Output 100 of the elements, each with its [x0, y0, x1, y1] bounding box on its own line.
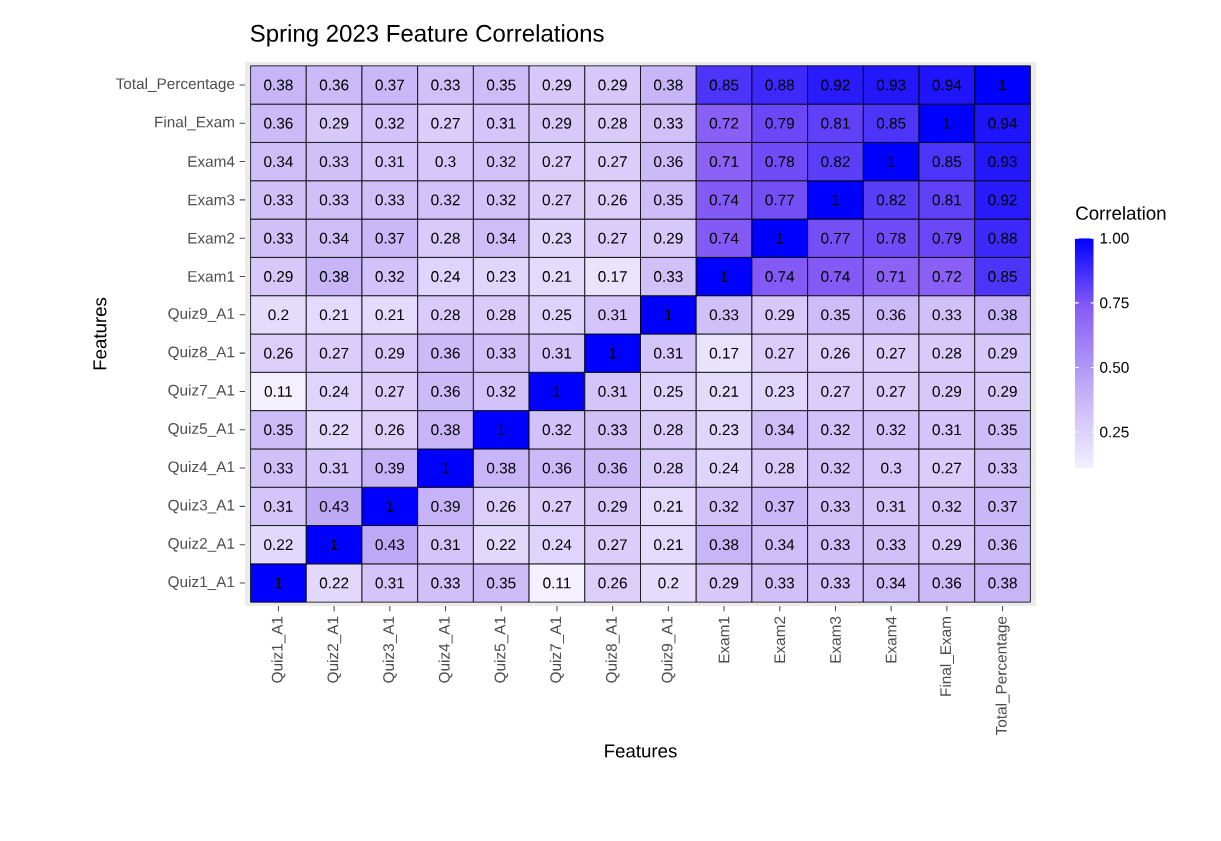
data-label: 0.71	[876, 271, 906, 282]
data-label: 0.29	[319, 117, 349, 129]
data-label: 0.32	[709, 500, 739, 512]
data-label: 0.23	[486, 271, 516, 282]
data-label: 0.32	[431, 194, 460, 206]
y-tick-label: Quiz7_A1	[168, 384, 235, 399]
data-label: 0.36	[654, 156, 683, 168]
data-label: 1	[832, 194, 839, 206]
data-label: 0.36	[431, 347, 460, 359]
data-label: 0.33	[264, 194, 293, 206]
data-label: 0.71	[709, 156, 739, 168]
data-label: 0.29	[542, 117, 572, 129]
data-label: 0.28	[765, 462, 795, 474]
data-label: 0.72	[932, 271, 962, 282]
data-label: 1	[331, 539, 338, 550]
data-label: 0.33	[821, 500, 850, 512]
x-tick-label: Exam4	[885, 616, 897, 663]
data-label: 0.26	[598, 194, 627, 206]
data-label: 0.28	[654, 424, 683, 436]
data-label: 0.38	[319, 271, 349, 282]
data-label: 0.11	[264, 386, 293, 397]
chart-title: Spring 2023 Feature Correlations	[250, 24, 604, 47]
data-label: 0.31	[431, 539, 460, 551]
data-label: 0.94	[932, 79, 962, 91]
data-label: 0.21	[375, 309, 405, 321]
data-label: 0.25	[542, 309, 572, 321]
data-label: 0.39	[431, 500, 460, 512]
data-label: 1	[943, 118, 951, 129]
data-label: 0.17	[709, 347, 739, 359]
data-label: 0.38	[264, 79, 293, 91]
x-tick-label: Quiz1_A1	[271, 616, 286, 683]
data-label: 0.34	[765, 539, 795, 551]
data-label: 0.37	[988, 500, 1017, 512]
data-label: 0.22	[319, 577, 349, 589]
y-tick-label: Exam1	[188, 271, 235, 282]
y-tick-label: Quiz9_A1	[168, 307, 235, 322]
data-label: 0.27	[542, 156, 572, 168]
data-label: 1	[553, 386, 561, 397]
y-tick-label: Exam4	[188, 156, 235, 167]
data-label: 0.79	[932, 232, 962, 244]
data-label: 0.85	[988, 271, 1017, 282]
data-label: 0.27	[542, 500, 572, 512]
data-label: 0.27	[876, 347, 906, 359]
data-label: 0.33	[264, 462, 293, 474]
data-label: 0.36	[932, 577, 962, 589]
data-label: 0.21	[319, 309, 349, 321]
data-label: 0.79	[765, 117, 794, 129]
data-label: 0.27	[598, 156, 627, 168]
data-label: 0.33	[319, 194, 349, 206]
data-label: 0.24	[431, 271, 460, 282]
y-tick-label: Exam2	[188, 232, 235, 244]
data-label: 0.35	[486, 79, 516, 91]
y-tick-label: Quiz8_A1	[168, 346, 235, 361]
data-label: 0.33	[264, 232, 293, 244]
data-label: 0.85	[932, 156, 962, 168]
data-label: 0.29	[932, 539, 962, 551]
x-tick-label: Quiz8_A1	[605, 616, 620, 683]
data-label: 0.22	[486, 539, 516, 551]
data-label: 0.33	[765, 577, 794, 589]
data-label: 0.27	[765, 347, 794, 359]
y-tick-label: Exam3	[188, 194, 235, 206]
data-label: 0.33	[598, 424, 627, 436]
data-label: 0.31	[375, 577, 405, 589]
data-label: 0.32	[932, 500, 962, 512]
data-label: 0.92	[988, 194, 1017, 206]
data-label: 0.81	[932, 194, 962, 206]
x-tick-label: Quiz7_A1	[549, 616, 565, 683]
data-label: 0.27	[876, 386, 906, 397]
data-label: 0.72	[709, 117, 739, 129]
data-label: 0.33	[319, 156, 349, 168]
x-tick-label: Quiz3_A1	[382, 616, 397, 683]
data-label: 0.92	[821, 79, 850, 91]
data-label: 0.32	[486, 194, 516, 206]
data-label: 0.24	[319, 386, 349, 397]
data-label: 0.74	[821, 271, 850, 282]
x-tick-label: Quiz9_A1	[661, 616, 676, 683]
data-label: 0.39	[375, 462, 405, 474]
data-label: 0.31	[264, 500, 293, 512]
data-label: 0.21	[709, 386, 739, 397]
data-label: 1	[498, 424, 505, 436]
y-axis-title: Features	[93, 297, 107, 370]
data-label: 0.27	[598, 539, 627, 551]
data-label: 0.74	[709, 232, 739, 244]
data-label: 0.26	[264, 347, 293, 359]
data-label: 0.78	[876, 232, 906, 244]
data-label: 0.31	[876, 500, 906, 512]
data-label: 1	[442, 462, 450, 474]
data-label: 0.26	[598, 577, 627, 589]
color-bar-label: 0.50	[1100, 362, 1129, 373]
data-label: 0.24	[542, 539, 572, 551]
data-label: 0.31	[654, 347, 683, 359]
x-tick-label: Total_Percentage	[995, 616, 1010, 736]
data-label: 0.85	[876, 117, 906, 129]
y-tick-label: Quiz1_A1	[168, 575, 235, 591]
data-label: 0.36	[431, 386, 460, 397]
data-label: 0.34	[765, 424, 795, 436]
data-label: 0.17	[598, 271, 627, 282]
data-label: 0.38	[431, 424, 460, 436]
data-label: 0.22	[264, 539, 293, 551]
x-tick-label: Exam3	[830, 616, 841, 663]
